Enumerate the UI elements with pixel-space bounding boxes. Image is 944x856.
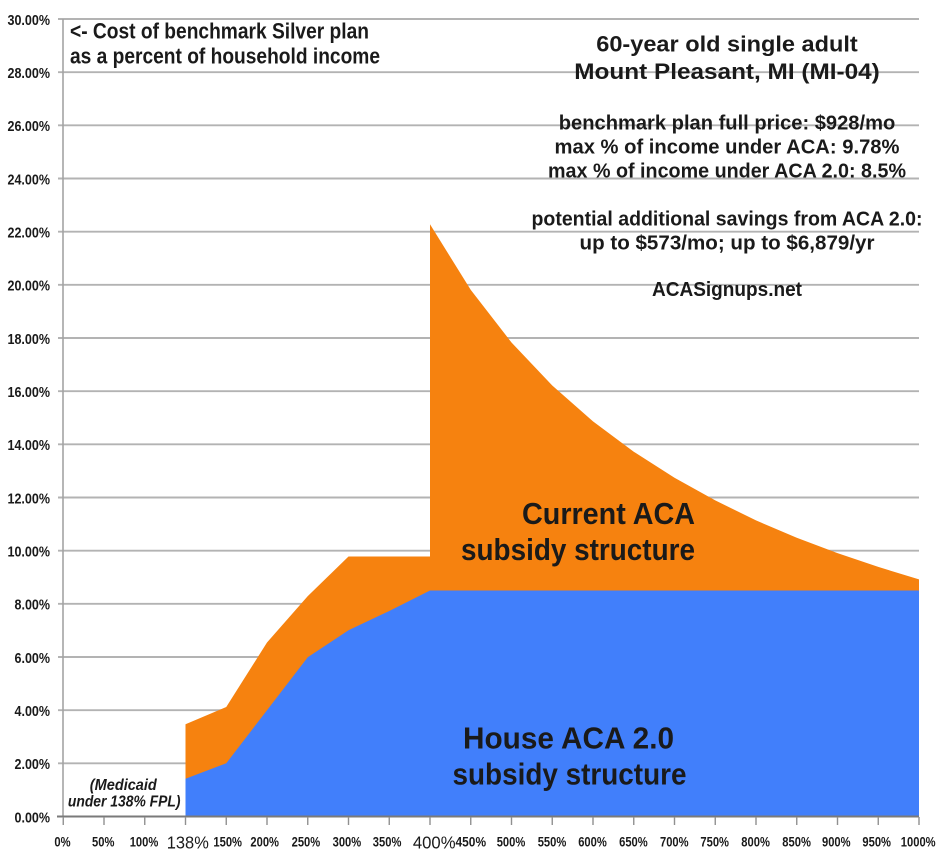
- svg-text:500%: 500%: [497, 834, 526, 850]
- svg-text:0%: 0%: [54, 834, 71, 850]
- svg-text:max % of income under ACA: 9.7: max % of income under ACA: 9.78%: [555, 137, 900, 159]
- svg-text:max % of income under ACA 2.0:: max % of income under ACA 2.0: 8.5%: [548, 161, 906, 183]
- svg-text:250%: 250%: [292, 834, 321, 850]
- svg-text:50%: 50%: [92, 834, 115, 850]
- svg-text:150%: 150%: [213, 834, 242, 850]
- svg-text:potential additional savings f: potential additional savings from ACA 2.…: [532, 209, 923, 231]
- svg-text:10.00%: 10.00%: [8, 545, 51, 561]
- svg-text:24.00%: 24.00%: [8, 172, 51, 188]
- svg-text:350%: 350%: [373, 834, 402, 850]
- svg-text:House ACA 2.0: House ACA 2.0: [463, 721, 674, 755]
- svg-text:138%: 138%: [167, 833, 209, 853]
- svg-text:26.00%: 26.00%: [8, 119, 51, 135]
- svg-text:as a percent of household inco: as a percent of household income: [70, 43, 380, 68]
- svg-text:850%: 850%: [782, 834, 811, 850]
- svg-text:Current ACA: Current ACA: [522, 497, 695, 531]
- svg-text:750%: 750%: [700, 834, 729, 850]
- svg-text:8.00%: 8.00%: [15, 598, 51, 614]
- svg-text:<- Cost of benchmark Silver pl: <- Cost of benchmark Silver plan: [70, 18, 369, 43]
- svg-text:Mount Pleasant, MI (MI-04): Mount Pleasant, MI (MI-04): [574, 59, 880, 84]
- svg-text:20.00%: 20.00%: [8, 279, 51, 295]
- svg-text:(Medicaid: (Medicaid: [90, 777, 157, 794]
- svg-text:60-year old single adult: 60-year old single adult: [596, 32, 858, 57]
- svg-text:6.00%: 6.00%: [15, 651, 51, 667]
- svg-text:30.00%: 30.00%: [8, 13, 51, 29]
- svg-text:450%: 450%: [456, 834, 487, 850]
- svg-text:650%: 650%: [619, 834, 648, 850]
- svg-text:subsidy structure: subsidy structure: [461, 533, 695, 567]
- svg-text:up to $573/mo; up to $6,879/yr: up to $573/mo; up to $6,879/yr: [580, 233, 875, 255]
- svg-text:900%: 900%: [822, 834, 851, 850]
- svg-text:600%: 600%: [578, 834, 607, 850]
- svg-text:700%: 700%: [660, 834, 689, 850]
- svg-text:16.00%: 16.00%: [8, 385, 51, 401]
- svg-text:0.00%: 0.00%: [15, 810, 51, 826]
- svg-text:400%: 400%: [413, 833, 456, 853]
- svg-text:12.00%: 12.00%: [8, 491, 51, 507]
- svg-text:2.00%: 2.00%: [15, 757, 51, 773]
- svg-text:22.00%: 22.00%: [8, 226, 51, 242]
- svg-text:benchmark plan full price: $92: benchmark plan full price: $928/mo: [559, 113, 896, 135]
- svg-text:18.00%: 18.00%: [8, 332, 51, 348]
- svg-text:300%: 300%: [333, 834, 362, 850]
- svg-text:550%: 550%: [538, 834, 567, 850]
- svg-text:under 138% FPL): under 138% FPL): [68, 793, 181, 810]
- svg-text:subsidy structure: subsidy structure: [453, 757, 687, 791]
- svg-text:1000%: 1000%: [901, 834, 936, 850]
- svg-text:800%: 800%: [741, 834, 770, 850]
- svg-text:4.00%: 4.00%: [15, 704, 51, 720]
- svg-text:950%: 950%: [862, 834, 891, 850]
- svg-text:100%: 100%: [130, 834, 159, 850]
- svg-text:200%: 200%: [250, 834, 279, 850]
- svg-text:28.00%: 28.00%: [8, 66, 51, 82]
- svg-text:ACASignups.net: ACASignups.net: [652, 279, 802, 301]
- svg-text:14.00%: 14.00%: [8, 438, 51, 454]
